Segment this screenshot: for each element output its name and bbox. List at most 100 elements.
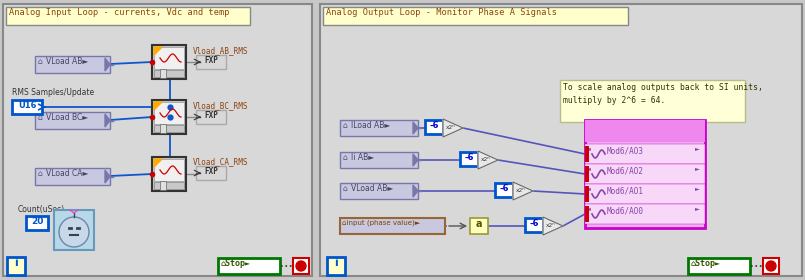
Text: Mod6/AO1: Mod6/AO1: [607, 186, 644, 195]
Circle shape: [59, 217, 89, 247]
Text: Count(uSec): Count(uSec): [18, 205, 65, 214]
Polygon shape: [413, 154, 418, 166]
Text: Mod6/AO2: Mod6/AO2: [607, 166, 644, 175]
Text: ►: ►: [695, 206, 700, 211]
Bar: [7, 257, 25, 275]
Text: Mod6/AO0: Mod6/AO0: [607, 206, 644, 215]
Polygon shape: [154, 102, 162, 110]
Bar: [585, 166, 589, 182]
Text: ◄: ◄: [586, 146, 591, 151]
Text: ⌂: ⌂: [342, 184, 347, 193]
Bar: [3, 4, 312, 276]
Circle shape: [296, 261, 306, 271]
Polygon shape: [513, 182, 533, 200]
Text: ⌂Stop►: ⌂Stop►: [221, 259, 251, 268]
Circle shape: [766, 261, 776, 271]
Text: ⌂: ⌂: [37, 57, 42, 66]
Bar: [495, 183, 513, 197]
Bar: [196, 166, 226, 180]
Text: ►: ►: [695, 146, 700, 151]
Text: Vload_BC_RMS: Vload_BC_RMS: [193, 101, 249, 110]
Text: ⌂Stop►: ⌂Stop►: [691, 259, 721, 268]
Bar: [196, 110, 226, 124]
Bar: [585, 144, 705, 164]
Bar: [154, 125, 184, 132]
Text: VLoad AB►: VLoad AB►: [46, 57, 89, 66]
Text: ⌂input (phase value)►: ⌂input (phase value)►: [342, 219, 420, 225]
Bar: [585, 186, 589, 202]
Text: x2ⁿ: x2ⁿ: [481, 157, 490, 162]
Bar: [152, 100, 186, 134]
Text: Analog Output Loop - Monitor Phase A Signals: Analog Output Loop - Monitor Phase A Sig…: [326, 8, 557, 17]
Bar: [35, 168, 110, 185]
Bar: [585, 164, 705, 184]
Text: FXP: FXP: [204, 167, 218, 176]
Bar: [35, 56, 110, 73]
Text: -6: -6: [499, 184, 509, 193]
Text: i: i: [334, 258, 338, 268]
Bar: [26, 216, 48, 230]
Bar: [585, 146, 589, 162]
Bar: [688, 258, 750, 274]
Text: Ii AB►: Ii AB►: [351, 153, 374, 162]
Polygon shape: [105, 170, 110, 183]
Text: a: a: [476, 219, 482, 229]
Bar: [340, 183, 418, 199]
Bar: [152, 157, 186, 191]
Bar: [154, 159, 184, 181]
Bar: [154, 102, 184, 124]
Text: 20: 20: [31, 217, 43, 226]
Bar: [585, 120, 705, 228]
Text: VLoad AB►: VLoad AB►: [351, 184, 394, 193]
Bar: [12, 100, 42, 114]
Bar: [320, 4, 802, 276]
Text: VLoad CA►: VLoad CA►: [46, 169, 89, 178]
Polygon shape: [154, 47, 162, 55]
Bar: [763, 258, 779, 274]
Polygon shape: [413, 122, 418, 134]
Text: ►: ►: [695, 186, 700, 191]
Text: Analog Input Loop - currents, Vdc and temp: Analog Input Loop - currents, Vdc and te…: [9, 8, 229, 17]
Bar: [525, 218, 543, 232]
Text: i: i: [14, 258, 18, 268]
Text: VLoad BC►: VLoad BC►: [46, 113, 88, 122]
Bar: [470, 218, 488, 234]
Bar: [340, 152, 418, 168]
Text: x2ⁿ: x2ⁿ: [446, 125, 456, 130]
Bar: [560, 80, 745, 122]
Bar: [340, 218, 445, 234]
Polygon shape: [478, 151, 498, 169]
Bar: [196, 55, 226, 69]
Text: Mod6/AO3: Mod6/AO3: [607, 146, 644, 155]
Bar: [585, 184, 705, 204]
Text: ⌂: ⌂: [342, 153, 347, 162]
Bar: [35, 112, 110, 129]
Text: Vload_CA_RMS: Vload_CA_RMS: [193, 157, 249, 166]
Text: Vload_AB_RMS: Vload_AB_RMS: [193, 46, 249, 55]
Text: ◄: ◄: [586, 206, 591, 211]
Bar: [340, 120, 418, 136]
Polygon shape: [443, 119, 463, 137]
Bar: [323, 7, 628, 25]
Bar: [160, 69, 166, 78]
Text: x2ⁿ: x2ⁿ: [516, 188, 526, 193]
Polygon shape: [105, 114, 110, 127]
Polygon shape: [154, 159, 162, 167]
Text: ILoad AB►: ILoad AB►: [351, 121, 390, 130]
Bar: [6, 7, 250, 25]
Text: -6: -6: [464, 153, 474, 162]
Text: To scale analog outputs back to SI units,: To scale analog outputs back to SI units…: [563, 83, 763, 92]
Polygon shape: [105, 58, 110, 71]
Text: ⌂: ⌂: [342, 121, 347, 130]
Text: FXP: FXP: [204, 56, 218, 65]
Bar: [160, 124, 166, 133]
Text: FXP: FXP: [204, 111, 218, 120]
Bar: [154, 47, 184, 69]
Bar: [218, 258, 280, 274]
Bar: [585, 204, 705, 224]
Bar: [327, 257, 345, 275]
Text: ►: ►: [695, 166, 700, 171]
Bar: [460, 152, 478, 166]
Text: ⌂: ⌂: [37, 113, 42, 122]
Bar: [152, 45, 186, 79]
